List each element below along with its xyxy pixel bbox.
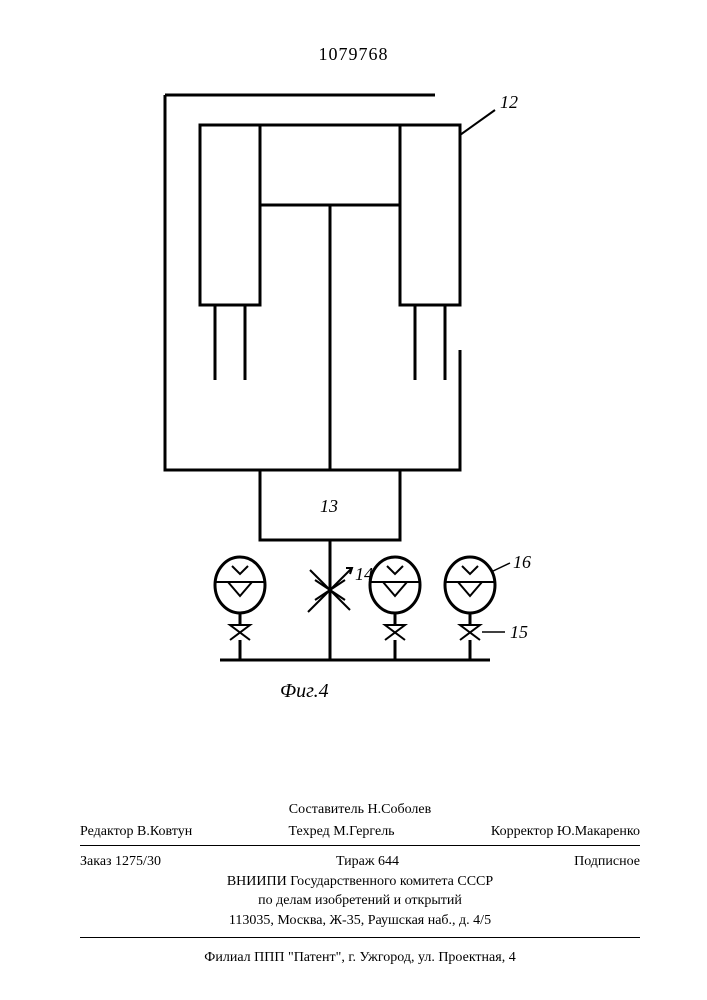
credits-block: Составитель Н.Соболев Редактор В.Ковтун … <box>80 800 640 967</box>
print-run: Тираж 644 <box>336 852 399 872</box>
page: 1079768 <box>0 0 707 1000</box>
order-number: Заказ 1275/30 <box>80 852 161 872</box>
editor: Редактор В.Ковтун <box>80 822 192 842</box>
editor-line: Редактор В.Ковтун Техред М.Гергель Корре… <box>80 822 640 847</box>
publication-block: Заказ 1275/30 Тираж 644 Подписное ВНИИПИ… <box>80 852 640 937</box>
org-line-2: по делам изобретений и открытий <box>80 891 640 911</box>
footer-line: Филиал ППП "Патент", г. Ужгород, ул. Про… <box>80 948 640 968</box>
compiler-line: Составитель Н.Соболев <box>80 800 640 820</box>
label-13: 13 <box>320 496 338 516</box>
document-number: 1079768 <box>0 44 707 65</box>
schematic-diagram: 12 13 14 15 16 <box>90 80 610 680</box>
label-12: 12 <box>500 92 518 112</box>
label-14: 14 <box>355 564 373 584</box>
org-line-1: ВНИИПИ Государственного комитета СССР <box>80 872 640 892</box>
label-15: 15 <box>510 622 528 642</box>
corrector: Корректор Ю.Макаренко <box>491 822 640 842</box>
tech-editor: Техред М.Гергель <box>289 822 395 842</box>
figure-label: Фиг.4 <box>280 680 329 703</box>
label-16: 16 <box>513 552 531 572</box>
subscription: Подписное <box>574 852 640 872</box>
address-line: 113035, Москва, Ж-35, Раушская наб., д. … <box>80 911 640 931</box>
